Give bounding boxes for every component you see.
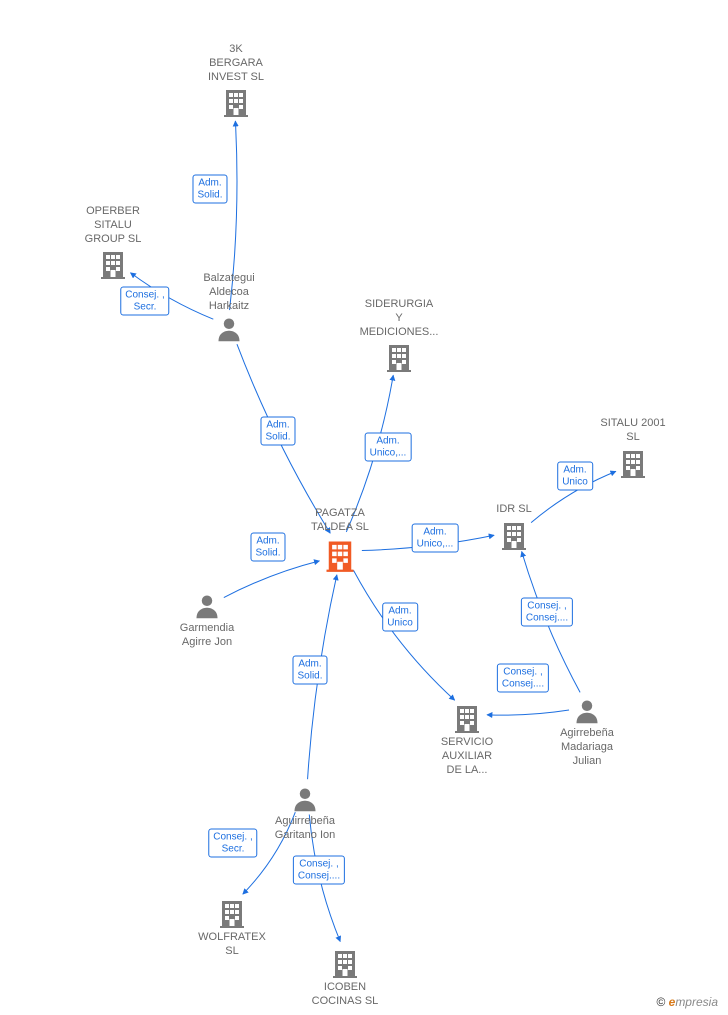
edge-label: Adm. Unico,...: [412, 524, 459, 553]
node-sitalu: SITALU 2001 SL: [583, 417, 683, 479]
edge-pagatza-servicio: [354, 570, 455, 700]
node-wolfratex: WOLFRATEX SL: [182, 895, 282, 959]
building-icon: [617, 447, 649, 479]
node-idr: IDR SL: [464, 503, 564, 551]
node-label: Garmendia Agirre Jon: [157, 622, 257, 650]
node-icoben: ICOBEN COCINAS SL: [295, 945, 395, 1009]
edge-label: Consej. , Secr.: [120, 287, 169, 316]
edge-label: Consej. , Consej....: [293, 856, 345, 885]
footer-credit: © empresia: [656, 995, 718, 1009]
building-icon: [220, 86, 252, 118]
node-3k: 3K BERGARA INVEST SL: [186, 43, 286, 118]
edge-label: Consej. , Consej....: [497, 664, 549, 693]
node-label: PAGATZA TALDEA SL: [290, 507, 390, 535]
node-sider: SIDERURGIA Y MEDICIONES...: [349, 298, 449, 373]
edge-label: Adm. Solid.: [292, 656, 327, 685]
edge-label: Consej. , Consej....: [521, 598, 573, 627]
node-operber: OPERBER SITALU GROUP SL: [63, 205, 163, 280]
edge-label: Adm. Unico: [382, 603, 418, 632]
building-icon: [498, 519, 530, 551]
node-label: SIDERURGIA Y MEDICIONES...: [349, 298, 449, 339]
node-label: SITALU 2001 SL: [583, 417, 683, 445]
node-label: Agirrebeña Madariaga Julian: [537, 727, 637, 768]
node-aguirre_g: Aguirrebeña Garitano Ion: [255, 783, 355, 843]
edge-label: Consej. , Secr.: [208, 829, 257, 858]
person-icon: [573, 697, 601, 725]
person-icon: [291, 785, 319, 813]
node-servicio: SERVICIO AUXILIAR DE LA...: [417, 700, 517, 777]
building-icon: [329, 947, 361, 979]
diagram-stage: PAGATZA TALDEA SL 3K BERGARA INVEST SL O…: [0, 0, 728, 1015]
edge-aguirre_g-pagatza: [308, 575, 337, 779]
footer-brand-rest: mpresia: [675, 995, 718, 1009]
building-icon: [97, 248, 129, 280]
building-icon: [322, 537, 358, 573]
edge-label: Adm. Unico,...: [365, 433, 412, 462]
edge-balzategui-pagatza: [237, 344, 330, 533]
node-garmendia: Garmendia Agirre Jon: [157, 590, 257, 650]
edge-label: Adm. Solid.: [260, 417, 295, 446]
edge-label: Adm. Solid.: [250, 533, 285, 562]
person-icon: [193, 592, 221, 620]
building-icon: [383, 341, 415, 373]
node-agirre_m: Agirrebeña Madariaga Julian: [537, 695, 637, 768]
edge-label: Adm. Solid.: [192, 175, 227, 204]
copyright-symbol: ©: [656, 995, 665, 1009]
building-icon: [451, 702, 483, 734]
node-label: Aguirrebeña Garitano Ion: [255, 815, 355, 843]
node-label: Balzategui Aldecoa Harkaitz: [179, 272, 279, 313]
person-icon: [215, 315, 243, 343]
node-label: ICOBEN COCINAS SL: [295, 981, 395, 1009]
node-label: IDR SL: [464, 503, 564, 517]
node-label: OPERBER SITALU GROUP SL: [63, 205, 163, 246]
node-label: WOLFRATEX SL: [182, 931, 282, 959]
edge-agirre_m-idr: [522, 551, 580, 692]
building-icon: [216, 897, 248, 929]
node-label: 3K BERGARA INVEST SL: [186, 43, 286, 84]
node-balzategui: Balzategui Aldecoa Harkaitz: [179, 272, 279, 343]
node-pagatza: PAGATZA TALDEA SL: [290, 507, 390, 573]
node-label: SERVICIO AUXILIAR DE LA...: [417, 736, 517, 777]
